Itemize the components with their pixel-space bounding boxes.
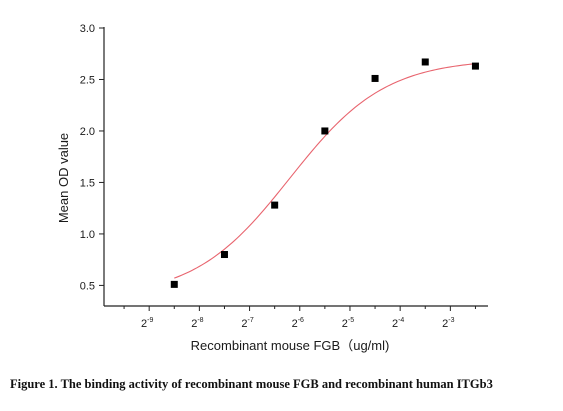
y-tick-label: 3.0 — [80, 23, 95, 35]
y-axis-title: Mean OD value — [56, 133, 71, 223]
data-point — [421, 58, 429, 66]
x-tick-label: 2-8 — [191, 317, 203, 330]
x-tick-label: 2-7 — [241, 317, 253, 330]
y-tick-label: 2.5 — [80, 74, 95, 86]
x-axis-title: Recombinant mouse FGB（ug/ml) — [191, 338, 390, 353]
figure-caption: Figure 1. The binding activity of recomb… — [10, 377, 493, 391]
y-tick-label: 0.5 — [80, 280, 95, 292]
x-tick-label: 2-9 — [141, 317, 153, 330]
plot-area: 0.5 1.0 1.5 2.0 2.5 3.0 2-9 2-8 2-7 2-6 2-5 2-4 2-3 — [80, 23, 488, 330]
data-point — [471, 62, 479, 70]
data-point — [220, 251, 228, 259]
data-point — [271, 201, 279, 209]
x-tick-label: 2-3 — [442, 317, 454, 330]
y-tick-label: 1.5 — [80, 177, 95, 189]
x-tick-label: 2-5 — [342, 317, 354, 330]
y-tick-label: 2.0 — [80, 126, 95, 138]
x-tick-label: 2-4 — [392, 317, 404, 330]
y-tick-label: 1.0 — [80, 229, 95, 241]
data-point — [371, 74, 379, 82]
data-point — [170, 280, 178, 288]
x-tick-label: 2-6 — [292, 317, 304, 330]
fit-curve — [174, 63, 476, 279]
data-point — [321, 127, 329, 135]
